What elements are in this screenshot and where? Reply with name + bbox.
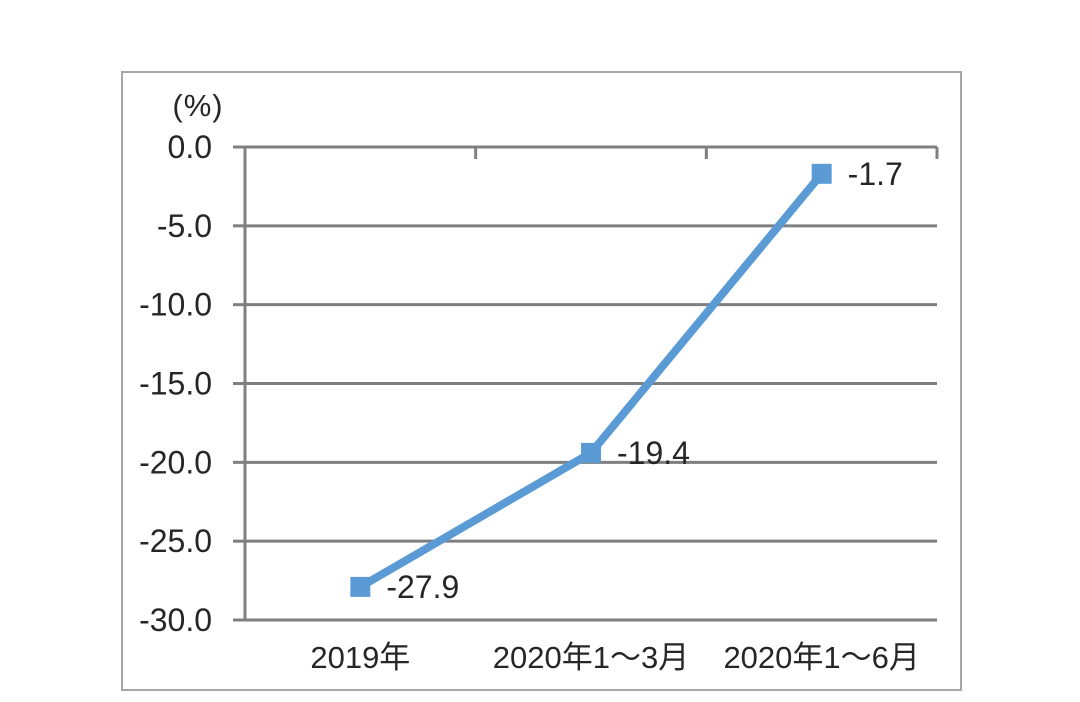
y-tick-label: 0.0	[168, 129, 212, 165]
data-label: -19.4	[617, 435, 690, 471]
y-tick-label: -25.0	[139, 523, 212, 559]
y-tick-label: -30.0	[139, 602, 212, 638]
series-line	[356, 169, 826, 591]
y-tick-label: -20.0	[139, 444, 212, 480]
data-label: -1.7	[848, 156, 903, 192]
y-tick-label: -10.0	[139, 287, 212, 323]
x-category-label: 2019年	[310, 640, 410, 675]
data-point-marker	[811, 163, 832, 184]
x-category-label: 2020年1～6月	[723, 640, 919, 675]
data-point-marker	[350, 576, 371, 597]
x-category-label: 2020年1～3月	[493, 640, 689, 675]
y-axis-unit-label: (%)	[172, 88, 224, 123]
data-label: -27.9	[386, 569, 459, 605]
y-tick-label: -5.0	[157, 208, 212, 244]
data-point-marker	[581, 442, 601, 463]
y-tick-label: -15.0	[139, 366, 212, 402]
